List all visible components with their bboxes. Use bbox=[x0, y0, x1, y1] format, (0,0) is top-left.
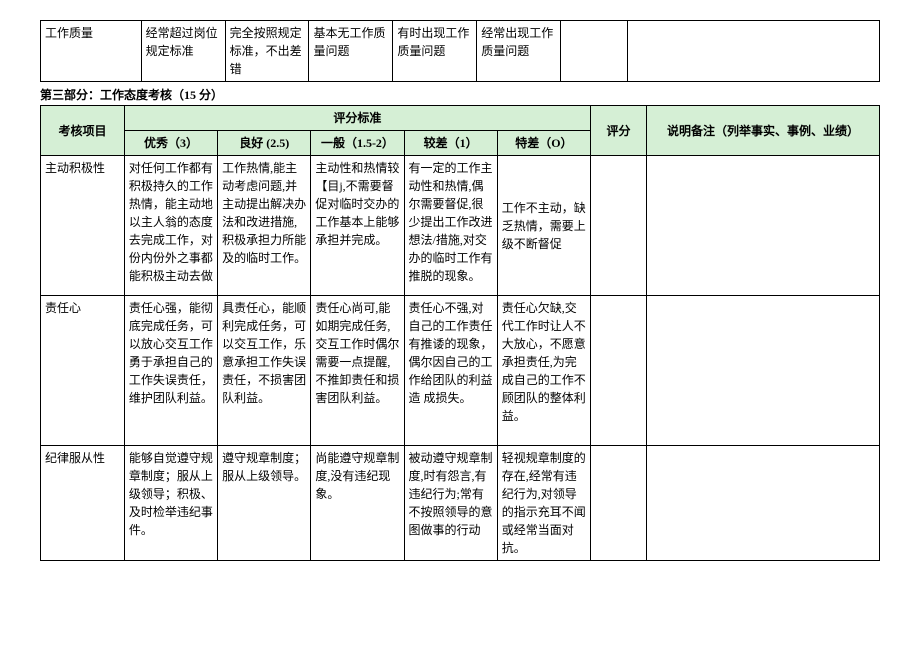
hdr-score: 评分 bbox=[590, 106, 646, 156]
cell: 被动遵守规章制度,时有怨言,有违纪行为;常有不按照领导的意图做事的行动 bbox=[404, 446, 497, 561]
cell: 主动性和热情较【目j,不需要督促对临时交办的工作基本上能够承担并完成。 bbox=[311, 156, 404, 296]
cell: 对任何工作都有积极持久的工作热情，能主动地以主人翁的态度去完成工作，对份内份外之… bbox=[124, 156, 217, 296]
score-cell bbox=[590, 296, 646, 446]
cell-empty bbox=[561, 21, 628, 82]
cell: 责任心不强,对自己的工作责任有推诿的现象，偶尔因自己的工作给团队的利益造 成损失… bbox=[404, 296, 497, 446]
cell: 经常超过岗位规定标准 bbox=[141, 21, 225, 82]
item-name: 主动积极性 bbox=[41, 156, 125, 296]
table-row: 纪律服从性 能够自觉遵守规章制度；服从上级领导；积极、及时检举违纪事件。 遵守规… bbox=[41, 446, 880, 561]
item-name: 纪律服从性 bbox=[41, 446, 125, 561]
cell: 责任心尚可,能如期完成任务,交互工作时偶尔需要一点提醒,不推卸责任和损害团队利益… bbox=[311, 296, 404, 446]
attitude-table: 考核项目 评分标准 评分 说明备注（列举事实、事例、业绩） 优秀（3） 良好 (… bbox=[40, 105, 880, 561]
cell: 具责任心，能顺利完成任务，可以交互工作，乐意承担工作失误责任，不损害团队利益。 bbox=[218, 296, 311, 446]
hdr-criteria-group: 评分标准 bbox=[124, 106, 590, 131]
cell: 尚能遵守规章制度,没有违纪现象。 bbox=[311, 446, 404, 561]
cell: 轻视规章制度的存在,经常有违纪行为,对领导的指示充耳不闻或经常当面对抗。 bbox=[497, 446, 590, 561]
section3-title: 第三部分：工作态度考核（15 分） bbox=[40, 82, 880, 105]
cell: 责任心强，能彻底完成任务，可以放心交互工作勇于承担自己的工作失误责任，维护团队利… bbox=[124, 296, 217, 446]
cell: 完全按照规定标准，不出差错 bbox=[225, 21, 309, 82]
score-cell bbox=[590, 156, 646, 296]
table-row: 工作质量 经常超过岗位规定标准 完全按照规定标准，不出差错 基本无工作质量问题 … bbox=[41, 21, 880, 82]
hdr-level: 良好 (2.5) bbox=[218, 131, 311, 156]
hdr-note: 说明备注（列举事实、事例、业绩） bbox=[646, 106, 879, 156]
cell: 有一定的工作主动性和热情,偶尔需要督促,很少提出工作改进想法/措施,对交办的临时… bbox=[404, 156, 497, 296]
item-name: 责任心 bbox=[41, 296, 125, 446]
hdr-level: 特差（O） bbox=[497, 131, 590, 156]
cell: 责任心欠缺,交代工作时让人不大放心，不愿意承担责任,为完成自己的工作不顾团队的整… bbox=[497, 296, 590, 446]
top-quality-table: 工作质量 经常超过岗位规定标准 完全按照规定标准，不出差错 基本无工作质量问题 … bbox=[40, 20, 880, 82]
cell: 经常出现工作质量问题 bbox=[477, 21, 561, 82]
row-label: 工作质量 bbox=[41, 21, 142, 82]
cell: 能够自觉遵守规章制度；服从上级领导；积极、及时检举违纪事件。 bbox=[124, 446, 217, 561]
cell: 遵守规章制度；服从上级领导。 bbox=[218, 446, 311, 561]
hdr-level: 较差（1） bbox=[404, 131, 497, 156]
hdr-item: 考核项目 bbox=[41, 106, 125, 156]
hdr-level: 优秀（3） bbox=[124, 131, 217, 156]
hdr-level: 一般（1.5-2） bbox=[311, 131, 404, 156]
note-cell bbox=[646, 446, 879, 561]
cell: 工作热情,能主动考虑问题,并主动提出解决办法和改进措施,积极承担力所能及的临时工… bbox=[218, 156, 311, 296]
cell: 有时出现工作质量问题 bbox=[393, 21, 477, 82]
table-row: 责任心 责任心强，能彻底完成任务，可以放心交互工作勇于承担自己的工作失误责任，维… bbox=[41, 296, 880, 446]
table-row: 主动积极性 对任何工作都有积极持久的工作热情，能主动地以主人翁的态度去完成工作，… bbox=[41, 156, 880, 296]
cell: 基本无工作质量问题 bbox=[309, 21, 393, 82]
header-row: 考核项目 评分标准 评分 说明备注（列举事实、事例、业绩） bbox=[41, 106, 880, 131]
note-cell bbox=[646, 296, 879, 446]
note-cell bbox=[646, 156, 879, 296]
score-cell bbox=[590, 446, 646, 561]
cell: 工作不主动，缺乏热情，需要上级不断督促 bbox=[497, 156, 590, 296]
cell-empty bbox=[628, 21, 880, 82]
